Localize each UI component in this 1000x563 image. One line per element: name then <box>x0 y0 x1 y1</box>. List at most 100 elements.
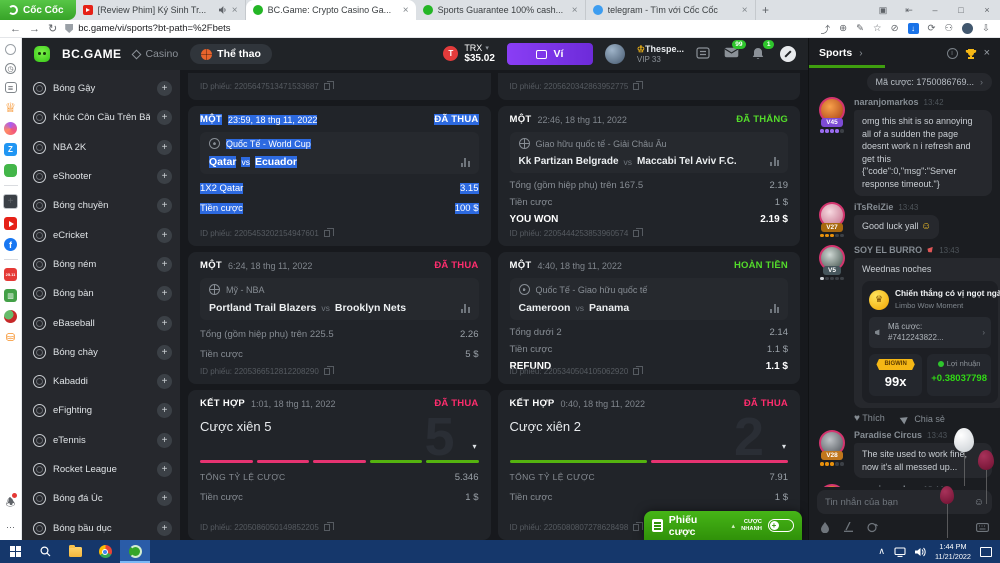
messenger-icon[interactable] <box>4 122 17 135</box>
cart-icon[interactable]: ⛁ <box>5 332 16 344</box>
network-icon[interactable] <box>894 546 906 557</box>
expand-plus-icon[interactable]: + <box>157 315 172 331</box>
chat-username[interactable]: Paradise Circus <box>854 430 923 441</box>
reading-list-icon[interactable]: ≡ <box>4 82 17 93</box>
download-manager-icon[interactable]: ↓ <box>907 23 919 34</box>
stats-icon[interactable] <box>460 157 470 167</box>
wallet-button[interactable]: Ví <box>506 43 593 65</box>
coin-flip-icon[interactable] <box>867 522 878 533</box>
tab-youtube[interactable]: [Review Phim] Ký Sinh Tr... × <box>76 0 246 20</box>
win-share-card[interactable]: ♛ Chiến thắng có vị ngọt ngào! Limbo Wow… <box>862 281 1000 404</box>
tab-close-icon[interactable]: × <box>402 4 409 16</box>
close-chat-icon[interactable]: × <box>983 47 990 59</box>
chat-username[interactable]: iTsReiZie <box>854 201 894 212</box>
maximize-button[interactable]: □ <box>958 5 964 15</box>
sidebar-item-kabaddi[interactable]: Kabaddi + <box>22 367 180 396</box>
sidebar-item-khuc-con-cau[interactable]: Khúc Côn Cầu Trên Băng+ <box>22 103 180 132</box>
pin-sidebar-icon[interactable]: ⇤ <box>905 4 913 15</box>
bet-list-icon[interactable] <box>696 47 712 61</box>
expand-plus-icon[interactable]: + <box>157 344 172 360</box>
sidebar-item-efighting[interactable]: eFighting + <box>22 396 180 425</box>
trophy-icon[interactable] <box>965 48 977 59</box>
sidebar-item-bong-gay[interactable]: Bóng Gậy + <box>22 74 180 103</box>
sidebar-item-bong-chay[interactable]: Bóng chày + <box>22 338 180 367</box>
chat-tab-sports[interactable]: Sports <box>819 47 853 59</box>
copy-icon[interactable] <box>323 81 334 90</box>
copy-icon[interactable] <box>323 366 334 375</box>
sidebar-item-etennis[interactable]: eTennis + <box>22 426 180 455</box>
minimize-button[interactable]: – <box>932 5 938 15</box>
chat-username[interactable]: naranjomarkos <box>854 484 919 487</box>
games-icon[interactable] <box>4 164 17 177</box>
sidebar-item-bong-bau-duc[interactable]: Bóng bầu dục + <box>22 513 180 540</box>
info-icon[interactable]: i <box>946 47 958 59</box>
chat-username[interactable]: naranjomarkos <box>854 97 919 107</box>
rain-tip-icon[interactable] <box>820 521 830 533</box>
downloads-icon[interactable]: ⇩ <box>982 23 990 34</box>
chat-input-box[interactable]: ☺ <box>817 490 992 514</box>
expand-caret-icon[interactable]: ▾ <box>781 442 786 451</box>
sale-25-11-icon[interactable]: 25.11 <box>4 268 17 281</box>
betslip-button[interactable]: Phiếu cược ▴ CƯỢC NHANH <box>644 511 802 540</box>
expand-plus-icon[interactable]: + <box>157 491 172 507</box>
shopping-bag-icon[interactable]: ▥ <box>4 289 17 302</box>
stats-icon[interactable] <box>770 303 779 313</box>
tab-preview-icon[interactable]: ▣ <box>878 4 888 15</box>
start-button[interactable] <box>0 540 30 563</box>
avatar[interactable] <box>819 484 845 487</box>
expand-plus-icon[interactable]: + <box>157 432 172 448</box>
new-tab-button[interactable]: + <box>762 3 770 17</box>
bookmark-star-icon[interactable]: ☆ <box>873 23 882 34</box>
sidebar-item-eshooter[interactable]: eShooter + <box>22 162 180 191</box>
url-field[interactable]: bc.game/vi/sports?bt-path=%2Fbets <box>65 23 812 34</box>
save-page-icon[interactable]: ⊕ <box>839 23 848 34</box>
crown-icon[interactable]: ♕ <box>4 99 17 115</box>
keyboard-icon[interactable] <box>976 522 989 532</box>
bell-icon[interactable]: 1 <box>752 40 774 61</box>
tab-telegram-search[interactable]: telegram - Tìm với Cốc Cốc × <box>586 0 756 20</box>
copy-icon[interactable] <box>633 366 644 375</box>
expand-plus-icon[interactable]: + <box>157 227 172 243</box>
expand-plus-icon[interactable]: + <box>157 256 172 272</box>
mail-icon[interactable]: 99 <box>724 40 746 61</box>
bcgame-logo[interactable] <box>34 46 50 62</box>
expand-plus-icon[interactable]: + <box>157 139 172 155</box>
action-center-icon[interactable] <box>980 546 992 557</box>
file-explorer-icon[interactable] <box>60 540 90 563</box>
add-profile-icon[interactable]: ⚇ <box>944 23 954 34</box>
copy-icon[interactable] <box>633 228 644 237</box>
stats-icon[interactable] <box>460 303 470 313</box>
tab-bcgame-active[interactable]: BC.Game: Crypto Casino Ga... × <box>245 0 416 20</box>
taskbar-search-icon[interactable] <box>30 540 60 563</box>
emoji-picker-icon[interactable]: ☺ <box>973 496 984 508</box>
tab-close-icon[interactable]: × <box>571 4 578 16</box>
expand-caret-icon[interactable]: ▾ <box>472 442 477 451</box>
share-button[interactable]: Chia sẻ <box>899 411 945 425</box>
volume-icon[interactable] <box>915 547 926 557</box>
sidebar-item-rocket-league[interactable]: Rocket League + <box>22 455 180 484</box>
reload-icon[interactable]: ↻ <box>48 23 58 35</box>
currency-selector[interactable]: T TRX ▾ $35.02 <box>443 43 495 64</box>
notification-bell-icon[interactable]: 🕭 <box>6 493 18 513</box>
sidebar-item-bong-ban[interactable]: Bóng bàn + <box>22 279 180 308</box>
expand-plus-icon[interactable]: + <box>157 286 172 302</box>
site-security-icon[interactable] <box>65 24 74 33</box>
adblock-icon[interactable]: ⊘ <box>890 23 899 34</box>
tab-sports-guarantee[interactable]: Sports Guarantee 100% cash... × <box>416 0 586 20</box>
close-window-button[interactable]: × <box>984 5 990 15</box>
tray-expand-icon[interactable]: ∧ <box>878 546 886 556</box>
zalo-icon[interactable]: Z <box>4 143 17 156</box>
sports-ball-icon[interactable] <box>4 310 17 323</box>
copy-icon[interactable] <box>323 228 334 237</box>
sidebar-item-nba2k[interactable]: NBA 2K + <box>22 133 180 162</box>
expand-plus-icon[interactable]: + <box>157 198 172 214</box>
sidebar-item-ecricket[interactable]: eCricket + <box>22 220 180 249</box>
win-bet-id-chip[interactable]: Mã cược: #7412243822... › <box>869 317 991 348</box>
sidebar-item-bong-chuyen[interactable]: Bóng chuyền + <box>22 191 180 220</box>
gear-icon[interactable] <box>5 44 16 55</box>
back-icon[interactable]: ← <box>10 22 21 35</box>
expand-plus-icon[interactable]: + <box>157 374 172 390</box>
add-shortcut-icon[interactable]: + <box>3 194 18 209</box>
quick-bet-toggle[interactable] <box>768 519 794 532</box>
chrome-icon[interactable] <box>90 540 120 563</box>
